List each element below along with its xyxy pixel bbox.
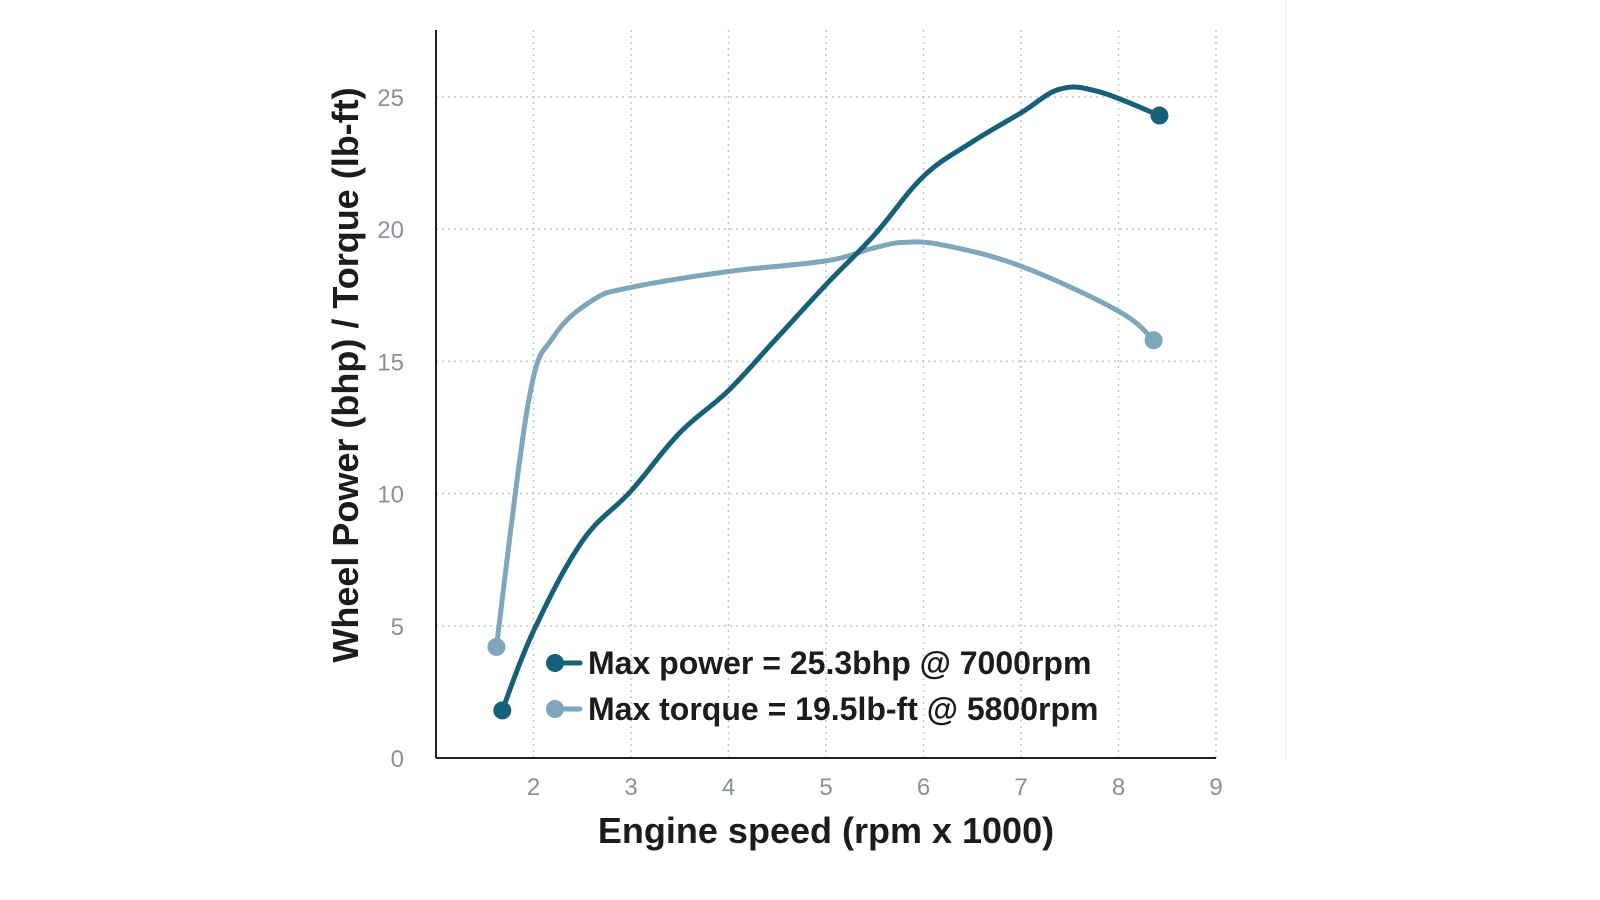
torque-start-marker — [487, 637, 506, 656]
series-lines — [487, 84, 1169, 720]
legend-label-power: Max power = 25.3bhp @ 7000rpm — [588, 645, 1091, 681]
legend-marker-power — [546, 654, 564, 672]
x-tick-label-4: 4 — [722, 774, 735, 801]
y-tick-label-25: 25 — [377, 85, 404, 112]
y-tick-label-0: 0 — [391, 746, 404, 773]
x-tick-label-6: 6 — [917, 774, 930, 801]
power-end-marker — [1150, 106, 1169, 125]
power-start-marker — [493, 701, 512, 720]
y-tick-label-5: 5 — [391, 614, 404, 641]
y-tick-label-10: 10 — [377, 482, 404, 509]
x-tick-label-3: 3 — [624, 774, 637, 801]
tick-labels: 2 3 4 5 6 7 8 9 0 5 10 15 20 25 — [377, 85, 1222, 801]
torque-series-line — [493, 239, 1157, 650]
y-tick-label-15: 15 — [377, 349, 404, 376]
torque-end-marker — [1144, 331, 1163, 350]
y-tick-label-20: 20 — [377, 217, 404, 244]
legend-marker-torque — [546, 700, 564, 718]
x-tick-label-9: 9 — [1209, 774, 1222, 801]
legend: Max power = 25.3bhp @ 7000rpm Max torque … — [546, 645, 1098, 727]
legend-label-torque: Max torque = 19.5lb-ft @ 5800rpm — [588, 691, 1098, 727]
x-axis-title: Engine speed (rpm x 1000) — [598, 810, 1054, 851]
power-series-line — [499, 84, 1162, 713]
x-tick-label-5: 5 — [819, 774, 832, 801]
x-tick-label-8: 8 — [1112, 774, 1125, 801]
grid — [436, 30, 1217, 758]
x-tick-label-7: 7 — [1014, 774, 1027, 801]
axes — [435, 30, 1216, 759]
x-tick-label-2: 2 — [527, 774, 540, 801]
y-axis-title: Wheel Power (bhp) / Torque (lb-ft) — [325, 87, 366, 662]
